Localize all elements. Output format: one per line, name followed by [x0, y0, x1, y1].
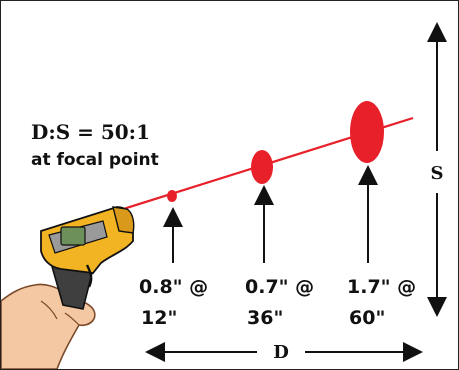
- size-axis-label: S: [431, 163, 444, 184]
- finger-line: [40, 300, 58, 320]
- spot-large-size-label: 1.7" @: [347, 276, 416, 298]
- spot-small: [167, 190, 177, 202]
- spot-medium-size-label: 0.7" @: [245, 276, 314, 298]
- thermometer-trigger: [85, 264, 93, 288]
- spot-small-distance-label: 12": [141, 307, 177, 329]
- ratio-label: D:S = 50:1: [31, 120, 150, 144]
- thermometer-nose: [112, 206, 135, 234]
- spot-large-distance-label: 60": [349, 307, 385, 329]
- finger-line-2: [64, 312, 80, 326]
- focal-label: at focal point: [31, 150, 159, 170]
- size-axis-label-bg: [425, 151, 449, 193]
- infrared-thermometer-illustration: [1, 206, 135, 369]
- distance-axis-label: D: [273, 342, 289, 363]
- spot-medium: [251, 150, 273, 184]
- spot-small-size-label: 0.8" @: [139, 276, 208, 298]
- thermometer-screen: [60, 226, 86, 246]
- spot-large: [350, 101, 384, 163]
- spot-medium-distance-label: 36": [247, 307, 283, 329]
